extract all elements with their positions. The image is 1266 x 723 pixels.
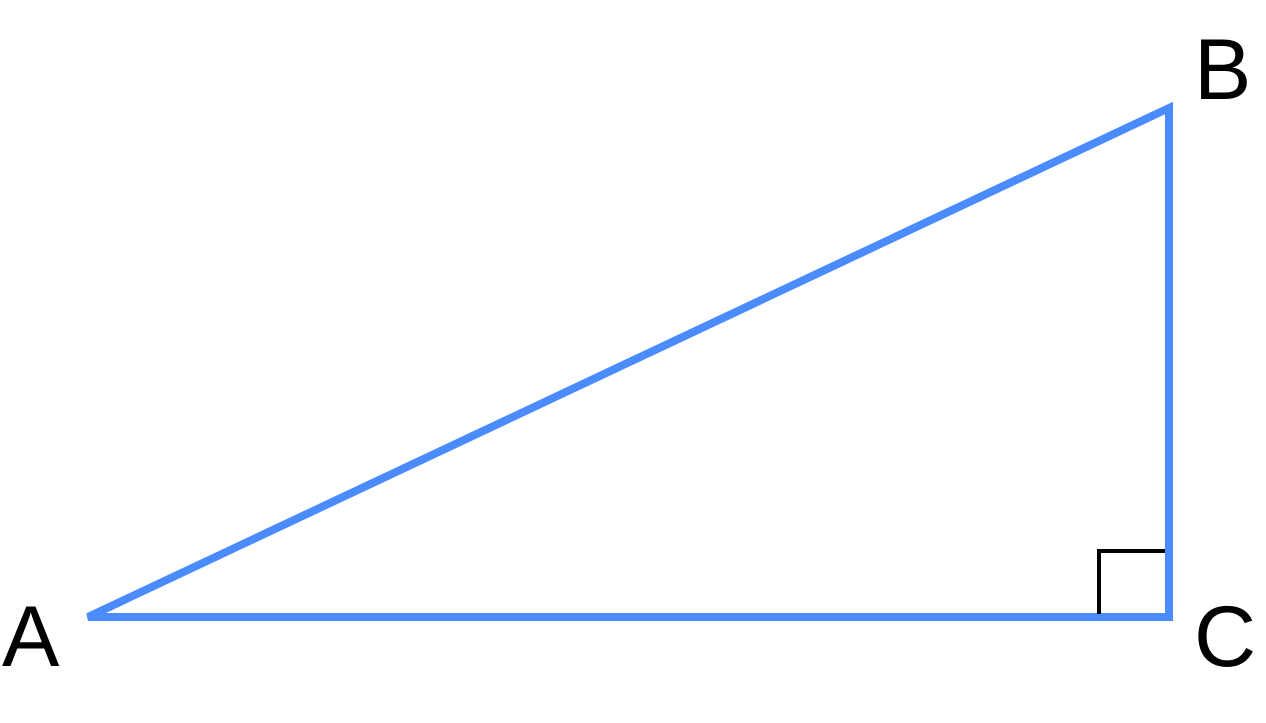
right-angle-marker (1097, 549, 1165, 614)
triangle-abc (86, 101, 1173, 621)
vertex-label-b: B (1194, 22, 1251, 118)
vertex-label-c: C (1194, 589, 1256, 685)
vertex-label-a: A (2, 589, 60, 685)
